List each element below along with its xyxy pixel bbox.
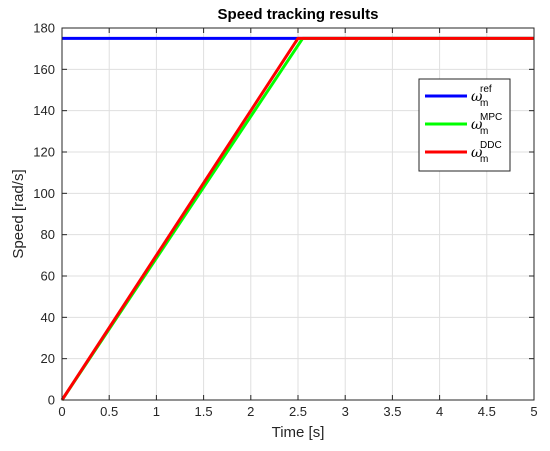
legend-entry-ref: ωm ref <box>471 84 492 109</box>
legend-superscript: ref <box>480 84 492 95</box>
legend-symbol: ω <box>471 89 483 105</box>
legend-subscript: m <box>480 98 488 109</box>
y-tick-label: 160 <box>33 62 55 77</box>
legend-superscript: MPC <box>480 112 502 123</box>
x-tick-label: 5 <box>530 404 537 419</box>
x-tick-label: 1.5 <box>195 404 213 419</box>
y-tick-label: 60 <box>41 269 55 284</box>
legend-symbol: ω <box>471 117 483 133</box>
x-tick-label: 4 <box>436 404 443 419</box>
y-tick-label: 0 <box>48 393 55 408</box>
x-axis-label: Time [s] <box>272 424 325 441</box>
y-axis-label: Speed [rad/s] <box>10 169 27 258</box>
x-tick-label: 0.5 <box>100 404 118 419</box>
legend-entry-ddc: ωm DDC <box>471 140 502 165</box>
y-tick-label: 20 <box>41 351 55 366</box>
legend-subscript: m <box>480 154 488 165</box>
legend-symbol: ω <box>471 145 483 161</box>
x-tick-label: 2.5 <box>289 404 307 419</box>
series-line-ddc <box>60 36 534 401</box>
axis-ticks <box>61 27 535 401</box>
series-layer <box>60 36 534 401</box>
y-tick-label: 140 <box>33 103 55 118</box>
legend-subscript: m <box>480 126 488 137</box>
tick-labels: 0 0.5 1 1.5 2 2.5 3 3.5 4 4.5 5 0 20 40 60 80 100 120 140 1… <box>33 21 537 420</box>
y-tick-label: 80 <box>41 227 55 242</box>
y-tick-label: 120 <box>33 145 55 160</box>
x-tick-label: 3.5 <box>383 404 401 419</box>
x-tick-label: 0 <box>58 404 65 419</box>
x-tick-label: 3 <box>342 404 349 419</box>
legend-entry-mpc: ωm MPC <box>471 112 502 137</box>
x-tick-label: 2 <box>247 404 254 419</box>
y-tick-label: 100 <box>33 186 55 201</box>
y-tick-label: 180 <box>33 21 55 36</box>
x-tick-label: 4.5 <box>478 404 496 419</box>
y-tick-label: 40 <box>41 310 55 325</box>
legend-superscript: DDC <box>480 140 502 151</box>
x-tick-label: 1 <box>153 404 160 419</box>
chart-title: Speed tracking results <box>218 6 379 23</box>
